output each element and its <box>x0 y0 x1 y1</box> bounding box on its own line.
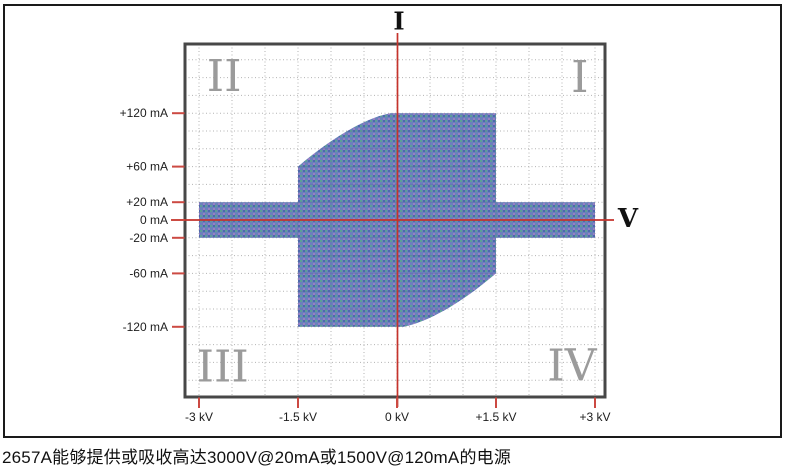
y-tick-label: -60 mA <box>129 266 168 280</box>
y-tick-label: +120 mA <box>120 106 168 120</box>
y-tick-label: +60 mA <box>126 160 168 174</box>
quadrant-label-IV: IV <box>547 340 597 391</box>
figure-caption: 2657A能够提供或吸收高达3000V@20mA或1500V@120mA的电源 <box>2 448 512 467</box>
y-axis: +120 mA +60 mA +20 mA 0 mA -20 mA -60 mA -120 … <box>120 106 185 334</box>
quadrant-label-III: III <box>197 341 249 392</box>
y-tick-label: 0 mA <box>140 213 168 227</box>
vi-envelope-chart: +120 mA +60 mA +20 mA 0 mA -20 mA -60 mA -120 … <box>120 7 639 425</box>
y-tick-label: -120 mA <box>123 320 168 334</box>
y-tick-label: +20 mA <box>126 195 168 209</box>
x-axis: -3 kV -1.5 kV 0 kV +1.5 kV +3 kV <box>185 397 611 424</box>
x-tick-label: -1.5 kV <box>279 410 317 424</box>
x-tick-label: +3 kV <box>579 410 610 424</box>
quadrant-label-I: I <box>571 52 588 103</box>
y-tick-label: -20 mA <box>129 231 168 245</box>
x-tick-label: -3 kV <box>185 410 213 424</box>
x-tick-label: +1.5 kV <box>475 410 516 424</box>
quadrant-label-II: II <box>207 51 242 102</box>
x-tick-label: 0 kV <box>385 410 409 424</box>
current-axis-letter: I <box>393 7 404 36</box>
voltage-axis-letter: V <box>617 204 639 234</box>
